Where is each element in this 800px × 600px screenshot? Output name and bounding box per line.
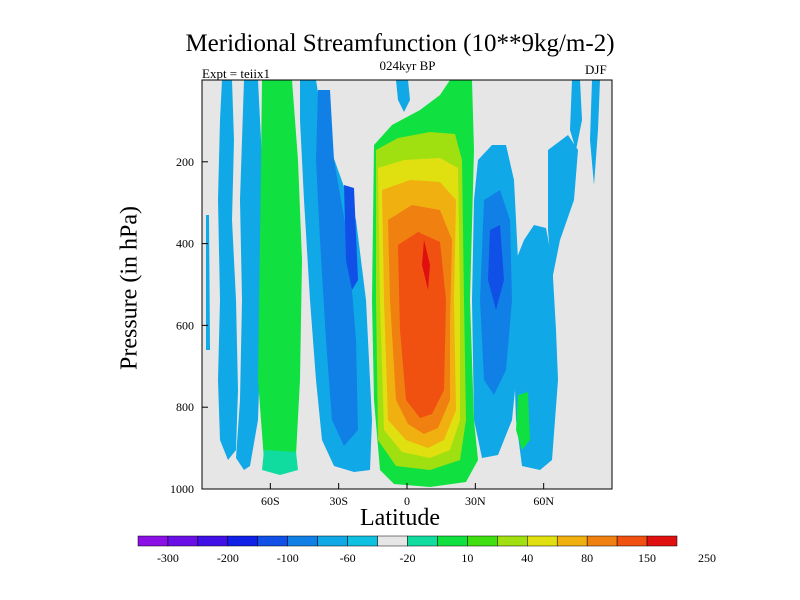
colorbar-swatch-15 <box>586 535 618 547</box>
colorbar-label-4: -20 <box>400 551 416 565</box>
negative-cell-60s-outer <box>218 80 238 460</box>
experiment-label: Expt = teiix1 <box>202 66 270 81</box>
colorbar-label-5: 10 <box>461 551 473 565</box>
colorbar-swatch-3 <box>227 535 259 547</box>
colorbar-swatch-11 <box>467 535 498 547</box>
negative-cell-edge <box>206 215 210 350</box>
colorbar-swatch-5 <box>287 535 318 547</box>
colorbar-label-8: 150 <box>638 551 656 565</box>
y-tick-label-4: 1000 <box>170 482 194 496</box>
colorbar-swatch-7 <box>347 535 378 547</box>
negative-cell-35s-center <box>344 185 358 290</box>
season-label: DJF <box>585 62 607 77</box>
positive-cell-50n <box>516 392 530 450</box>
x-tick-label-0: 60S <box>261 494 280 508</box>
positive-cell-50s <box>258 80 302 466</box>
colorbar-swatch-0 <box>137 535 169 547</box>
colorbar-swatch-8 <box>377 535 408 547</box>
x-axis-label: Latitude <box>360 505 440 531</box>
y-tick-label-0: 200 <box>176 155 194 169</box>
colorbar-swatch-4 <box>257 535 288 547</box>
x-tick-label-4: 60N <box>533 494 554 508</box>
colorbar-label-3: -60 <box>340 551 356 565</box>
negative-cell-85n <box>590 80 600 185</box>
x-tick-label-1: 30S <box>329 494 348 508</box>
colorbar-swatch-12 <box>497 535 528 547</box>
colorbar-label-9: 250 <box>698 551 716 565</box>
y-tick-label-3: 800 <box>176 400 194 414</box>
positive-cell-equator-250 <box>398 232 446 418</box>
positive-cell-equator-peak <box>422 240 430 290</box>
colorbar-swatch-14 <box>556 535 588 547</box>
y-tick-label-1: 400 <box>176 237 194 251</box>
colorbar-swatch-17 <box>646 535 678 547</box>
colorbar-swatch-16 <box>616 535 648 547</box>
chart-title: Meridional Streamfunction (10**9kg/m-2) <box>185 30 615 57</box>
x-tick-label-2: 0 <box>404 494 410 508</box>
colorbar-swatch-6 <box>317 535 348 547</box>
time-label: 024kyr BP <box>379 58 436 73</box>
colorbar-label-1: -200 <box>217 551 239 565</box>
colorbar-label-6: 40 <box>521 551 533 565</box>
colorbar-swatch-13 <box>527 535 558 547</box>
y-tick-label-2: 600 <box>176 318 194 332</box>
positive-cell-50s-edge <box>262 450 298 475</box>
colorbar-label-0: -300 <box>157 551 179 565</box>
colorbar-label-7: 80 <box>581 551 593 565</box>
negative-cell-60s-inner <box>236 80 264 470</box>
negative-cell-65n <box>548 135 578 280</box>
negative-cell-top <box>396 80 410 112</box>
colorbar-swatch-1 <box>167 535 199 547</box>
negative-cell-75n <box>570 80 582 150</box>
x-tick-label-3: 30N <box>465 494 486 508</box>
colorbar-swatch-9 <box>407 535 438 547</box>
negative-cell-35s-core <box>316 90 358 446</box>
colorbar-swatch-10 <box>437 535 468 547</box>
colorbar-swatch-2 <box>197 535 229 547</box>
colorbar-label-2: -100 <box>277 551 299 565</box>
negative-cell-30n-center <box>488 225 504 310</box>
